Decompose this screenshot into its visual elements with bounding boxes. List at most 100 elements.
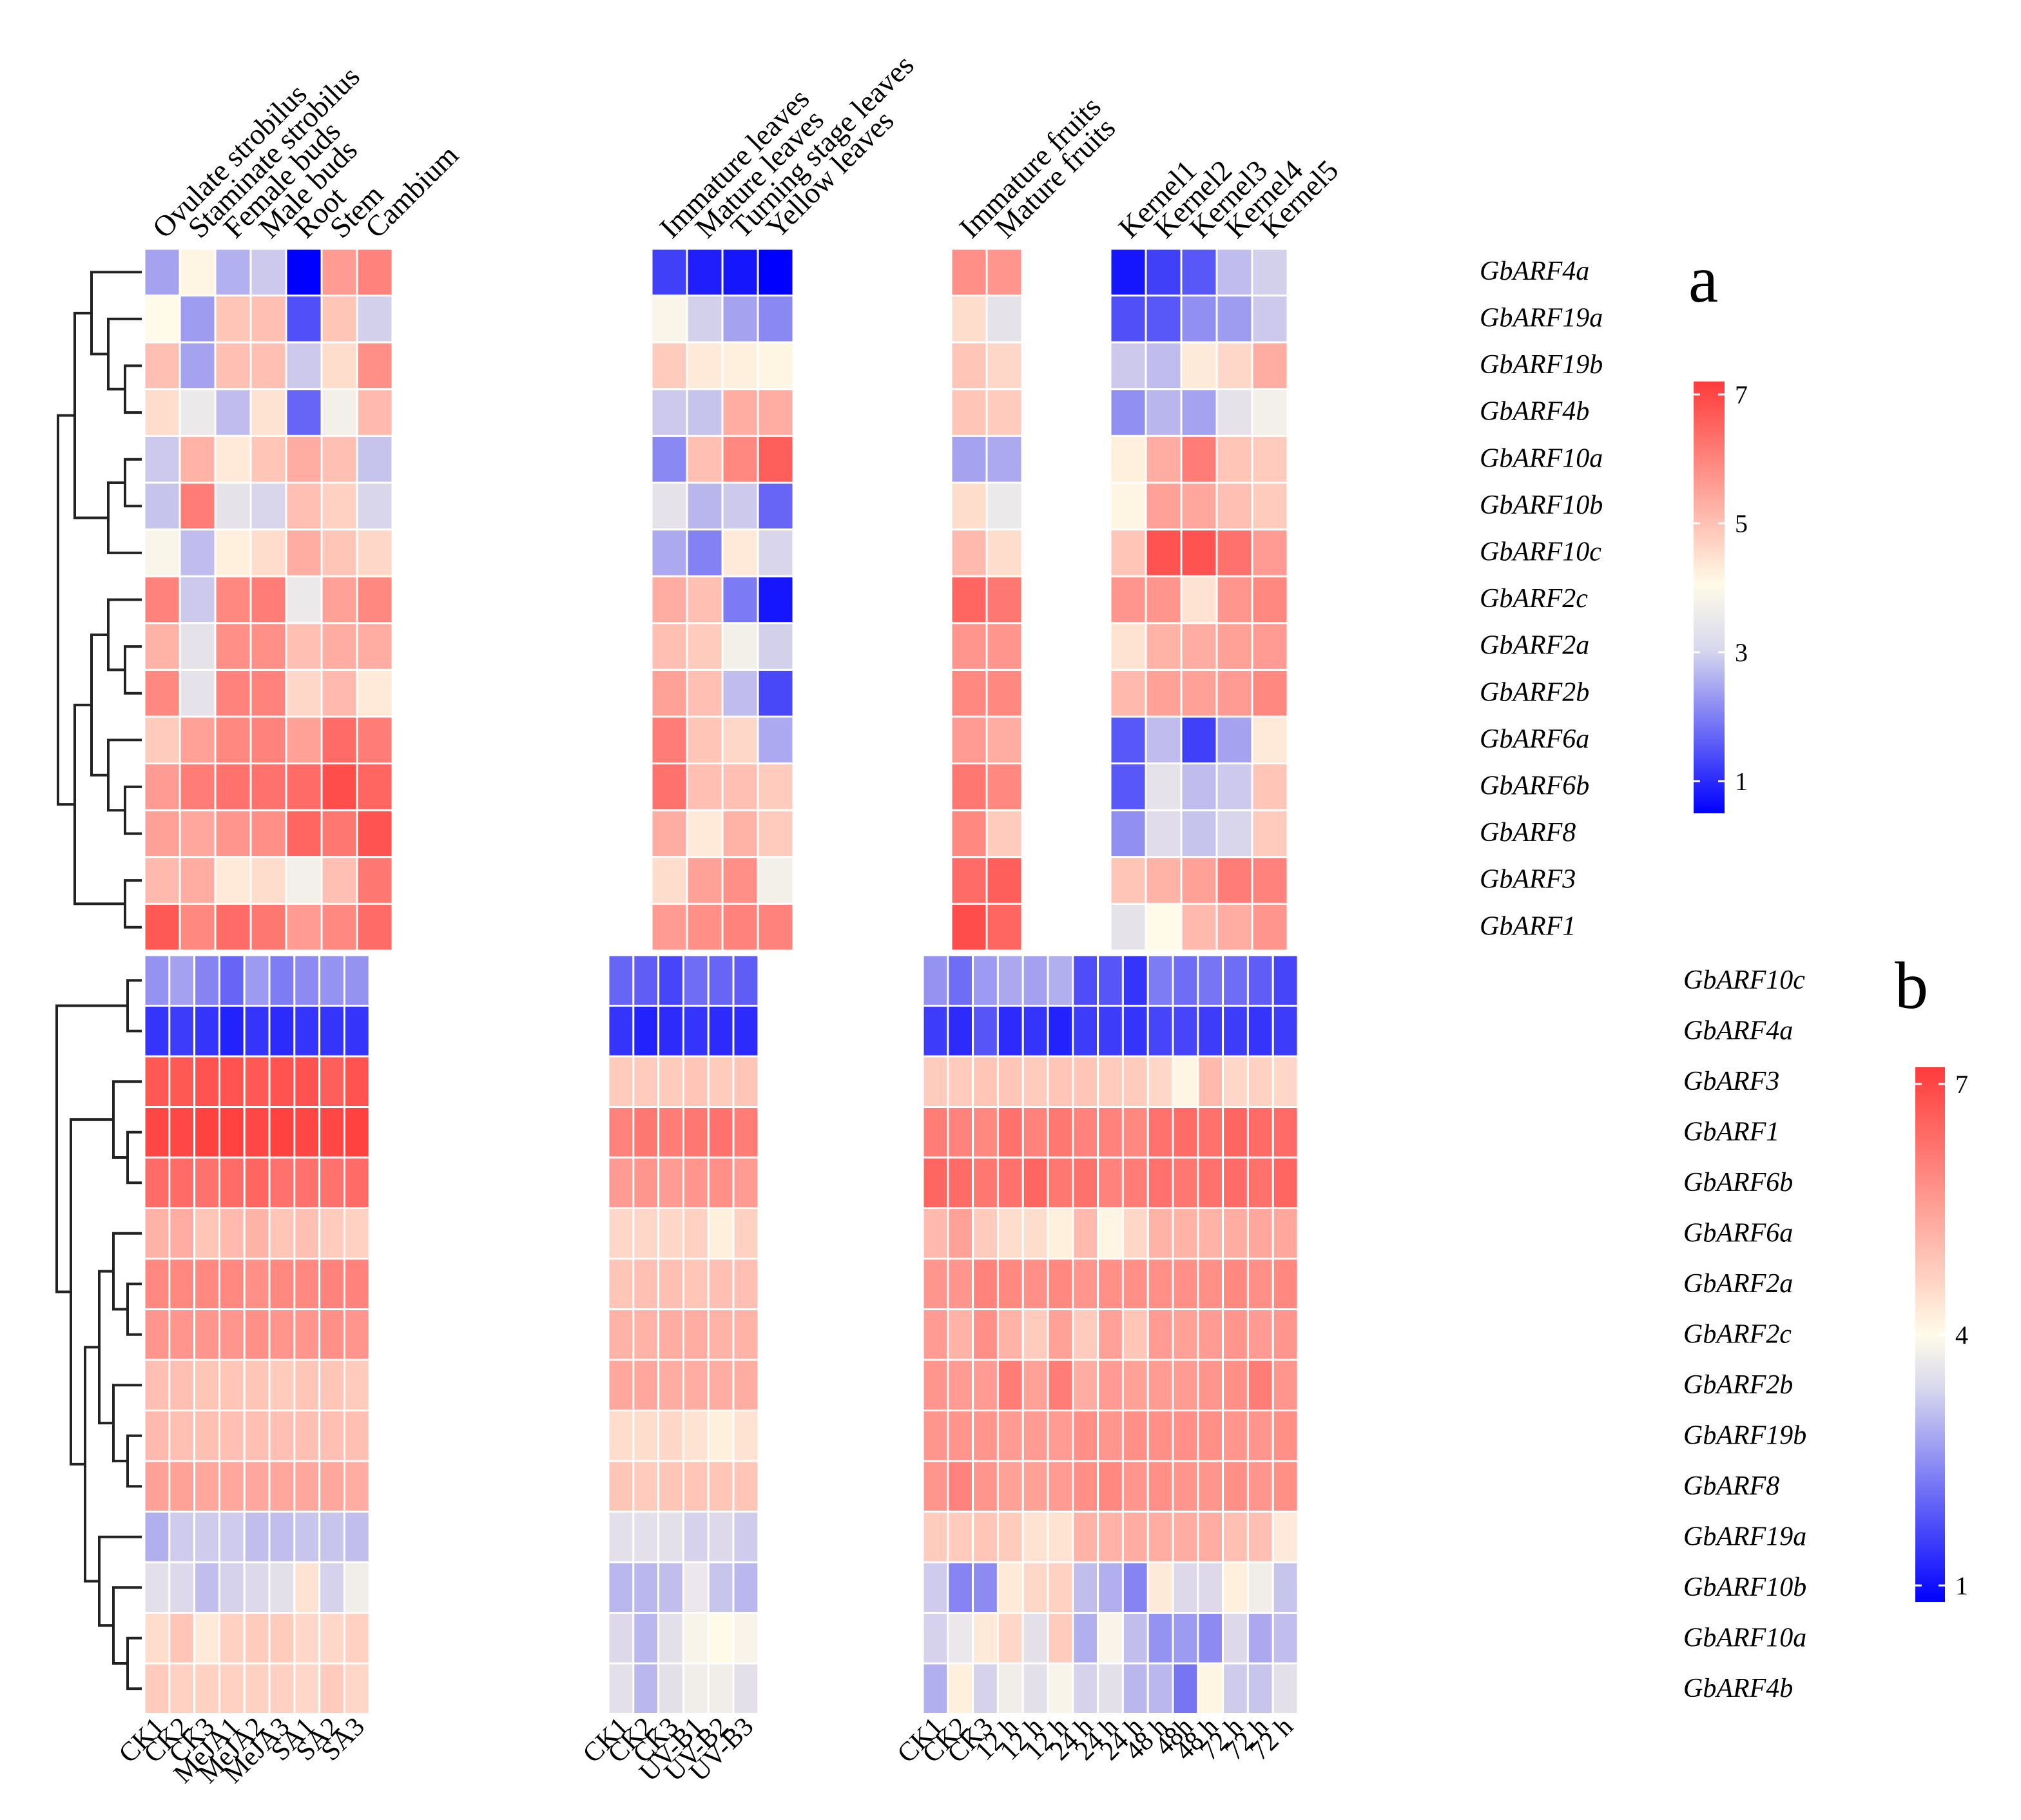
- row-label: GbARF2a: [1480, 631, 1589, 661]
- heatmap-cell: [1145, 856, 1183, 905]
- heatmap-cell: [143, 1055, 171, 1108]
- heatmap-cell: [721, 247, 759, 297]
- heatmap-cell: [356, 902, 394, 952]
- heatmap-cell: [1109, 528, 1147, 577]
- heatmap-cell: [1251, 902, 1289, 952]
- dendrogram-branch: [126, 1283, 142, 1336]
- heatmap-cell: [285, 856, 323, 905]
- heatmap-cell: [243, 1005, 271, 1058]
- heatmap-cell: [293, 1561, 321, 1614]
- heatmap-cell: [318, 1156, 345, 1209]
- heatmap-cell: [293, 1308, 321, 1361]
- heatmap-cell: [218, 1612, 246, 1665]
- heatmap-cell: [721, 762, 759, 811]
- heatmap-cell: [1072, 1561, 1099, 1614]
- panel-a-dendrogram: [57, 271, 142, 929]
- heatmap-cell: [996, 954, 1024, 1007]
- heatmap-cell: [1246, 1308, 1274, 1361]
- heatmap-cell: [218, 1561, 246, 1614]
- heatmap-cell: [1097, 1005, 1124, 1058]
- heatmap-cell: [732, 1561, 760, 1614]
- heatmap-cell: [657, 1662, 684, 1715]
- heatmap-cell: [268, 1612, 296, 1665]
- heatmap-cell: [243, 1612, 271, 1665]
- heatmap-cell: [249, 481, 287, 531]
- heatmap-cell: [1145, 388, 1183, 437]
- heatmap-cell: [1180, 856, 1218, 905]
- heatmap-cell: [168, 1257, 196, 1310]
- heatmap-cell: [320, 434, 358, 484]
- row-label: GbARF1: [1683, 1117, 1779, 1147]
- heatmap-cell: [1145, 434, 1183, 484]
- heatmap-cell: [1021, 1055, 1049, 1108]
- heatmap-cell: [243, 1359, 271, 1411]
- heatmap-cell: [356, 809, 394, 858]
- row-label: GbARF10a: [1683, 1623, 1806, 1652]
- dendrogram-branch: [124, 364, 142, 414]
- heatmap-cell: [947, 1460, 974, 1513]
- heatmap-cell: [707, 1511, 735, 1563]
- heatmap-cell: [320, 622, 358, 671]
- heatmap-cell: [1180, 809, 1218, 858]
- row-label: GbARF8: [1683, 1471, 1779, 1501]
- heatmap-cell: [318, 1106, 345, 1159]
- heatmap-cell: [285, 668, 323, 718]
- heatmap-cell: [214, 341, 252, 391]
- heatmap-cell: [343, 1257, 371, 1310]
- heatmap-cell: [1215, 715, 1253, 765]
- heatmap-cell: [1251, 715, 1289, 765]
- heatmap-cell: [1145, 622, 1183, 671]
- heatmap-cell: [1197, 1662, 1224, 1715]
- dendrogram-branch: [126, 1130, 142, 1185]
- heatmap-cell: [1251, 481, 1289, 531]
- heatmap-cell: [985, 388, 1023, 437]
- heatmap-cell: [996, 1207, 1024, 1260]
- heatmap-cell: [707, 1005, 735, 1058]
- heatmap-cell: [243, 1257, 271, 1310]
- heatmap-cell: [985, 575, 1023, 624]
- heatmap-cell: [1146, 1308, 1174, 1361]
- heatmap-cell: [214, 247, 252, 297]
- heatmap-cell: [996, 1511, 1024, 1563]
- heatmap-cell: [707, 1055, 735, 1108]
- heatmap-cell: [972, 1106, 999, 1159]
- row-label: GbARF2b: [1683, 1370, 1793, 1400]
- heatmap-cell: [757, 902, 795, 952]
- heatmap-cell: [168, 1106, 196, 1159]
- heatmap-cell: [1047, 1561, 1074, 1614]
- heatmap-cell: [214, 668, 252, 718]
- dendrogram-branch: [124, 879, 142, 929]
- heatmap-cell: [922, 1257, 949, 1310]
- heatmap-cell: [1222, 1156, 1249, 1209]
- heatmap-cell: [607, 1359, 635, 1411]
- heatmap-cell: [318, 1612, 345, 1665]
- heatmap-cell: [1121, 1207, 1149, 1260]
- heatmap-cell: [632, 1005, 660, 1058]
- heatmap-cell: [268, 1207, 296, 1260]
- heatmap-cell: [985, 481, 1023, 531]
- heatmap-cell: [243, 1106, 271, 1159]
- heatmap-cell: [1197, 1612, 1224, 1665]
- heatmap-cell: [168, 1156, 196, 1209]
- heatmap-cell: [1097, 1511, 1124, 1563]
- panel-b-colorbar: 1 4 7: [1915, 1067, 1968, 1602]
- heatmap-cell: [985, 295, 1023, 344]
- heatmap-cell: [985, 668, 1023, 718]
- heatmap-cell: [1222, 1257, 1249, 1310]
- heatmap-cell: [1097, 1662, 1124, 1715]
- heatmap-cell: [1246, 1409, 1274, 1462]
- heatmap-cell: [168, 1561, 196, 1614]
- dendrogram-branch: [98, 1535, 142, 1627]
- heatmap-cell: [1145, 809, 1183, 858]
- heatmap-cell: [193, 954, 220, 1007]
- heatmap-cell: [1121, 1409, 1149, 1462]
- heatmap-cell: [707, 1359, 735, 1411]
- heatmap-cell: [1121, 1662, 1149, 1715]
- heatmap-cell: [650, 528, 688, 577]
- heatmap-cell: [318, 1359, 345, 1411]
- heatmap-cell: [168, 1005, 196, 1058]
- heatmap-cell: [179, 341, 217, 391]
- heatmap-cell: [1121, 1359, 1149, 1411]
